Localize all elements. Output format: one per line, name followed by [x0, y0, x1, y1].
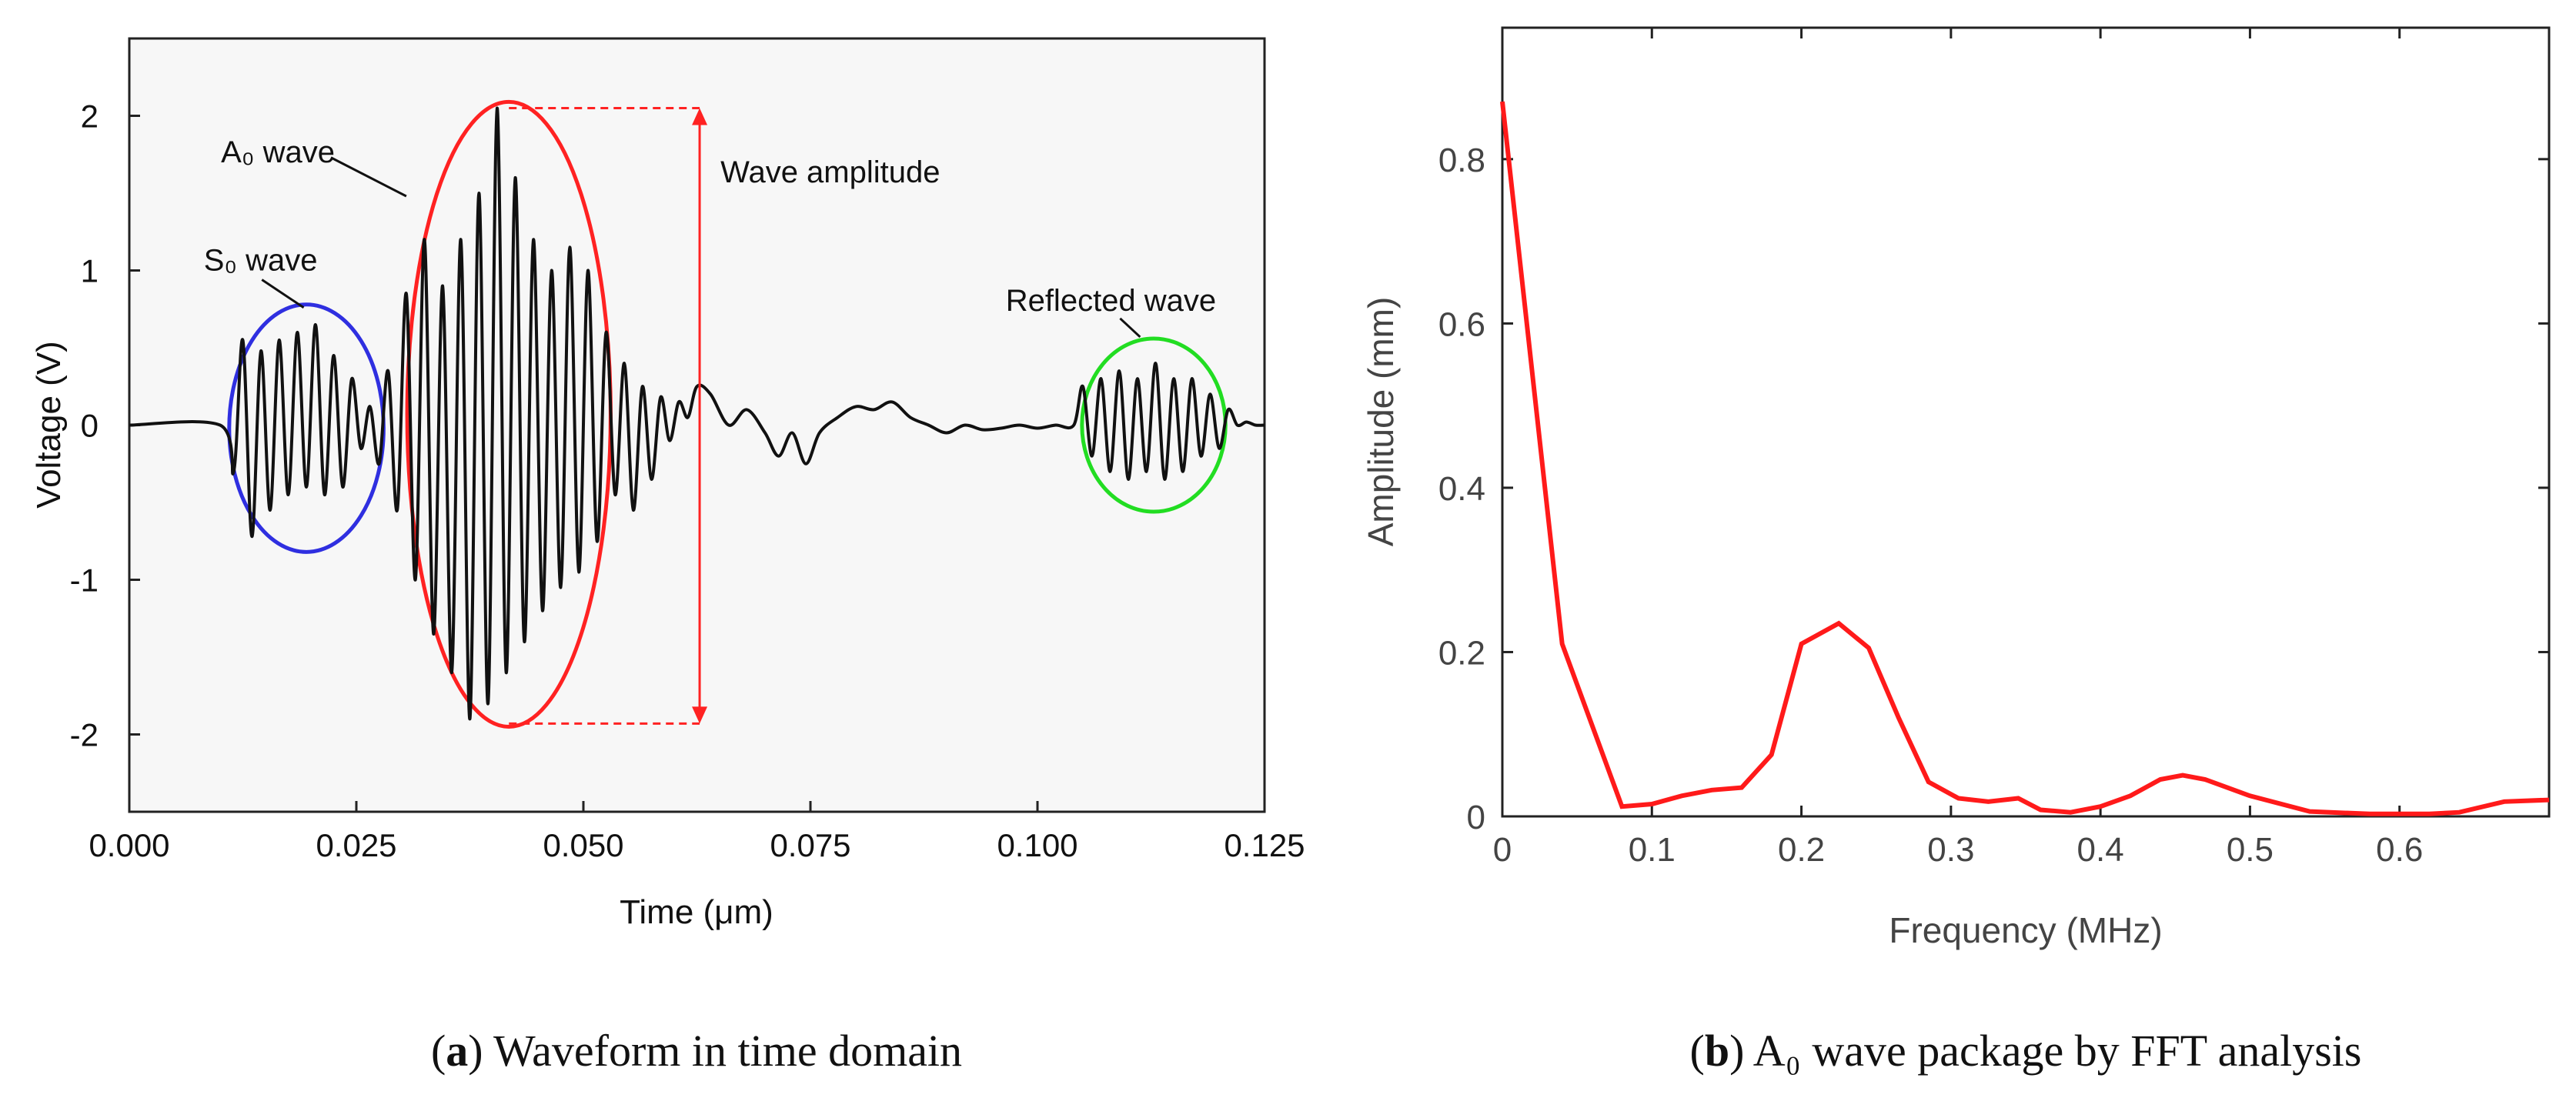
b-xtick-label: 0.4 [2077, 831, 2124, 869]
amplitude-arrow-up [692, 108, 708, 125]
b-ytick-label: 0.4 [1438, 470, 1485, 508]
caption-a: (a) Waveform in time domain [431, 1026, 962, 1076]
caption-b: (b) A₀ wave package by FFT analysis [1690, 1026, 2362, 1076]
amplitude-arrow-down [692, 706, 708, 724]
panel-a-ticks: 0.000 0.025 0.050 0.075 0.100 0.125 -2 -1 0 1 2 [70, 98, 1305, 864]
caption-a-letter: a [446, 1026, 468, 1076]
caption-b-letter: b [1705, 1026, 1729, 1076]
waveform-line [129, 106, 1265, 721]
b-xtick-label: 0.2 [1778, 831, 1825, 869]
b-xtick-label: 0.3 [1927, 831, 1974, 869]
panel-a-xlabel: Time (μm) [620, 893, 773, 931]
wave-amplitude-label: Wave amplitude [720, 155, 940, 189]
b-ytick-label: 0.6 [1438, 305, 1485, 343]
fft-line [1500, 101, 2550, 816]
b-xtick-label: 0.1 [1629, 831, 1676, 869]
panel-b-ylabel: Amplitude (mm) [1361, 297, 1401, 547]
panel-b-xlabel: Frequency (MHz) [1889, 910, 2162, 950]
a-xtick-label: 0.125 [1224, 827, 1305, 863]
a-ytick-label: 2 [81, 98, 99, 135]
panel-a-annotations: A₀ wave S₀ wave Reflected wave Wave amplitu… [204, 135, 1216, 339]
b-ytick-label: 0.2 [1438, 634, 1485, 672]
wave-amplitude-marker [509, 106, 708, 725]
b-xtick-label: 0 [1493, 831, 1512, 869]
a-xtick-label: 0.075 [770, 827, 850, 863]
caption-b-text: A₀ wave package by FFT analysis [1744, 1026, 2361, 1076]
b-xtick-label: 0.5 [2227, 831, 2274, 869]
s0-wave-label: S₀ wave [204, 244, 318, 278]
panel-b-ticks: 0 0.1 0.2 0.3 0.4 0.5 0.6 0 0.2 0.4 0.6 0.8 [1438, 28, 2549, 869]
a-ytick-label: -1 [70, 562, 99, 599]
a0-leader [330, 156, 407, 198]
a0-wave-label: A₀ wave [221, 135, 335, 169]
a-xtick-label: 0.025 [316, 827, 396, 863]
caption-a-text: Waveform in time domain [483, 1026, 962, 1076]
s0-leader [261, 279, 305, 309]
b-ytick-label: 0.8 [1438, 142, 1485, 179]
b-xtick-label: 0.6 [2376, 831, 2423, 869]
a-ytick-label: -2 [70, 717, 99, 753]
a-ytick-label: 0 [81, 408, 99, 444]
a-xtick-label: 0.100 [997, 827, 1078, 863]
panel-a-ylabel: Voltage (V) [30, 341, 68, 509]
a-xtick-label: 0.000 [89, 827, 169, 863]
panel-b: 0 0.1 0.2 0.3 0.4 0.5 0.6 0 0.2 0.4 0.6 0.8 Frequen… [1361, 26, 2551, 950]
panel-a: 0.000 0.025 0.050 0.075 0.100 0.125 -2 -1 0 1 2 A₀… [30, 37, 1305, 931]
a-xtick-label: 0.050 [543, 827, 623, 863]
reflected-leader [1119, 317, 1141, 339]
reflected-wave-label: Reflected wave [1006, 284, 1216, 318]
a-ytick-label: 1 [81, 253, 99, 289]
panel-b-frame [1501, 26, 2551, 818]
b-ytick-label: 0 [1467, 799, 1485, 836]
